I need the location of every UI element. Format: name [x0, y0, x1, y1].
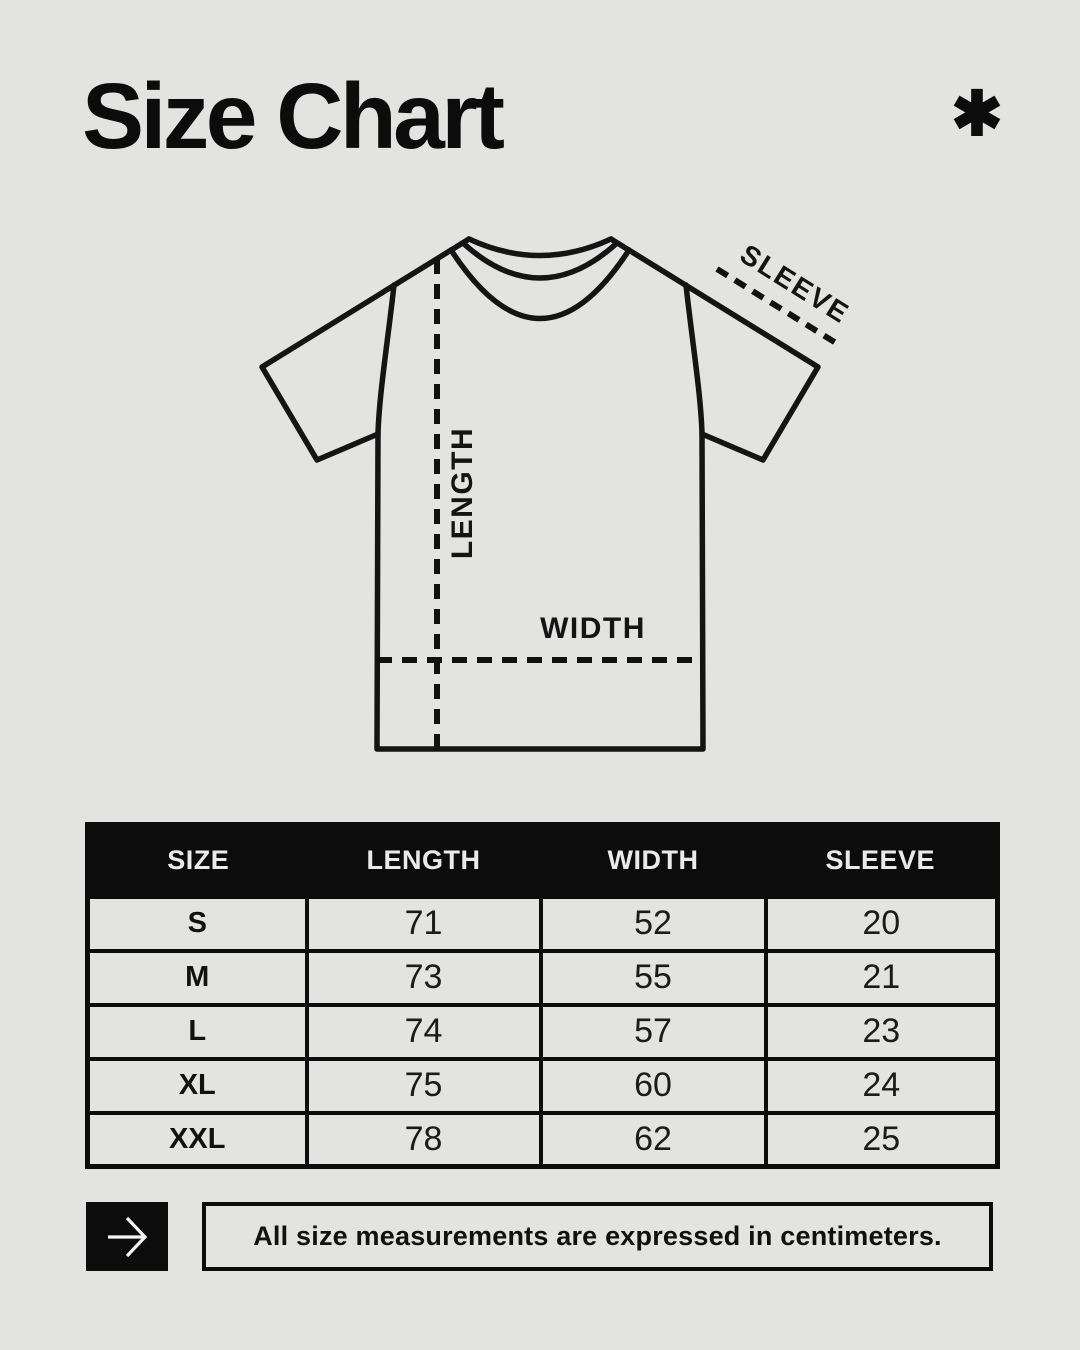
table-row: S 71 52 20	[85, 894, 1000, 953]
cell-size: XXL	[85, 1110, 309, 1169]
next-arrow-button[interactable]	[86, 1202, 168, 1271]
tshirt-outline	[259, 236, 821, 752]
cell-size: L	[85, 1002, 309, 1061]
cell-width: 60	[538, 1056, 768, 1115]
collar-outer-line	[448, 247, 632, 322]
header-sleeve: SLEEVE	[765, 824, 998, 897]
arrow-right-icon	[108, 1216, 148, 1257]
header-size: SIZE	[87, 824, 307, 897]
asterisk-icon: ✱	[951, 79, 1003, 149]
sleeve-measure-line	[715, 266, 838, 346]
header-width: WIDTH	[540, 824, 766, 897]
table-row: L 74 57 23	[85, 1002, 1000, 1061]
collar-back-line	[466, 236, 614, 259]
table-header-row: SIZE LENGTH WIDTH SLEEVE	[87, 824, 998, 897]
cell-size: S	[85, 894, 309, 953]
cell-width: 57	[538, 1002, 768, 1061]
cell-length: 73	[304, 948, 543, 1007]
cell-length: 74	[304, 1002, 543, 1061]
size-table-body: S 71 52 20 M 73 55 21 L 74 57 23 XL 75 6…	[85, 894, 1000, 1169]
units-note-box: All size measurements are expressed in c…	[202, 1202, 993, 1271]
units-note-text: All size measurements are expressed in c…	[253, 1221, 942, 1251]
cell-sleeve: 20	[763, 894, 1000, 953]
size-table: SIZE LENGTH WIDTH SLEEVE S 71 52 20 M 73…	[85, 822, 1000, 1169]
header-length: LENGTH	[306, 824, 541, 897]
left-sleeve-seam	[375, 282, 397, 437]
cell-width: 52	[538, 894, 768, 953]
cell-sleeve: 23	[763, 1002, 1000, 1061]
cell-sleeve: 24	[763, 1056, 1000, 1115]
width-label: WIDTH	[540, 612, 646, 645]
cell-sleeve: 21	[763, 948, 1000, 1007]
cell-size: XL	[85, 1056, 309, 1115]
page-title: Size Chart	[82, 64, 505, 168]
tshirt-diagram: LENGTH WIDTH SLEEVE	[259, 236, 855, 757]
right-sleeve-seam	[683, 282, 705, 437]
cell-length: 71	[304, 894, 543, 953]
table-row: XL 75 60 24	[85, 1056, 1000, 1115]
collar-inner-line	[460, 240, 620, 281]
cell-sleeve: 25	[763, 1110, 1000, 1169]
table-row: M 73 55 21	[85, 948, 1000, 1007]
table-row: XXL 78 62 25	[85, 1110, 1000, 1169]
length-label: LENGTH	[446, 427, 479, 559]
cell-length: 78	[304, 1110, 543, 1169]
cell-length: 75	[304, 1056, 543, 1115]
cell-width: 55	[538, 948, 768, 1007]
cell-size: M	[85, 948, 309, 1007]
cell-width: 62	[538, 1110, 768, 1169]
